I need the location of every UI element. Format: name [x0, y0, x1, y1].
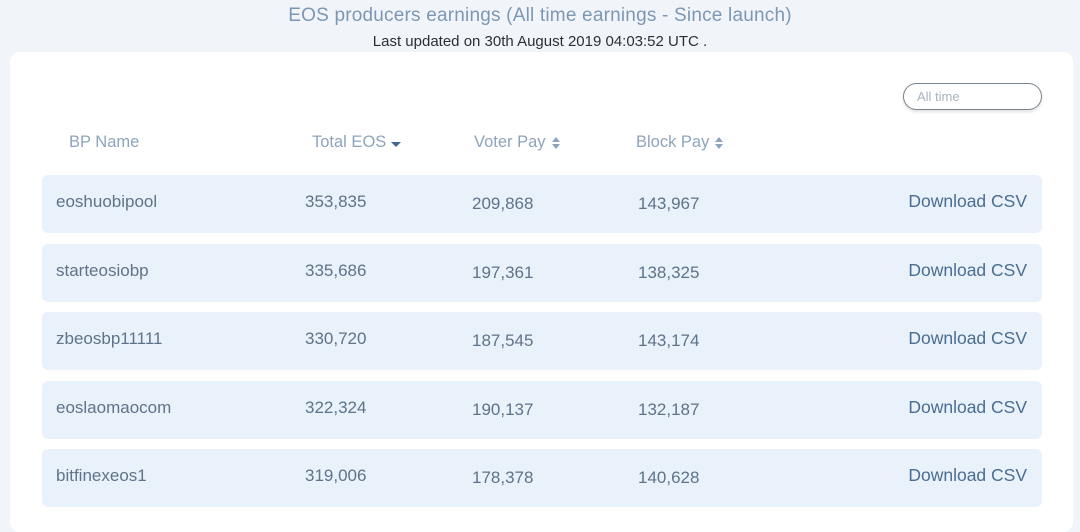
column-header-voter-pay[interactable]: Voter Pay	[474, 133, 561, 152]
total-eos-cell: 319,006	[305, 466, 367, 485]
total-eos-cell: 322,324	[305, 398, 367, 417]
column-header-label: Total EOS	[312, 133, 387, 151]
period-select[interactable]: All time	[903, 83, 1042, 110]
download-csv-link[interactable]: Download CSV	[908, 465, 1027, 485]
voter-pay-cell: 190,137	[472, 400, 534, 419]
total-eos-cell: 335,686	[305, 261, 367, 280]
table-row: eoshuobipool 353,835 209,868 143,967 Dow…	[42, 175, 1042, 233]
block-pay-cell: 138,325	[638, 263, 700, 282]
table-row: bitfinexeos1 319,006 178,378 140,628 Dow…	[42, 449, 1042, 507]
block-pay-cell: 140,628	[638, 468, 700, 487]
block-pay-cell: 143,174	[638, 331, 700, 350]
voter-pay-cell: 178,378	[472, 468, 534, 487]
bp-name-cell: starteosiobp	[56, 261, 149, 280]
page-title: EOS producers earnings (All time earning…	[288, 5, 792, 26]
download-csv-link[interactable]: Download CSV	[908, 328, 1027, 348]
column-header-label: BP Name	[69, 133, 140, 151]
voter-pay-cell: 209,868	[472, 194, 534, 213]
column-header-label: Voter Pay	[474, 133, 546, 151]
total-eos-cell: 330,720	[305, 329, 367, 348]
download-csv-link[interactable]: Download CSV	[908, 260, 1027, 280]
sort-icon	[714, 136, 724, 150]
sort-icon	[551, 136, 561, 150]
download-csv-link[interactable]: Download CSV	[908, 397, 1027, 417]
last-updated-text: Last updated on 30th August 2019 04:03:5…	[372, 33, 708, 50]
sort-desc-icon	[391, 136, 402, 150]
voter-pay-cell: 187,545	[472, 331, 534, 350]
column-header-total-eos[interactable]: Total EOS	[312, 133, 402, 152]
bp-name-cell: eoshuobipool	[56, 192, 158, 211]
voter-pay-cell: 197,361	[472, 263, 534, 282]
download-csv-link[interactable]: Download CSV	[908, 191, 1027, 211]
bp-name-cell: zbeosbp11111	[56, 329, 163, 348]
column-header-bp-name[interactable]: BP Name	[69, 133, 139, 152]
block-pay-cell: 132,187	[638, 400, 700, 419]
table-row: eoslaomaocom 322,324 190,137 132,187 Dow…	[42, 381, 1042, 439]
bp-name-cell: bitfinexeos1	[56, 466, 147, 485]
bp-name-cell: eoslaomaocom	[56, 398, 172, 417]
block-pay-cell: 143,967	[638, 194, 700, 213]
column-header-label: Block Pay	[636, 133, 710, 151]
table-row: starteosiobp 335,686 197,361 138,325 Dow…	[42, 244, 1042, 302]
total-eos-cell: 353,835	[305, 192, 367, 211]
table-row: zbeosbp11111 330,720 187,545 143,174 Dow…	[42, 312, 1042, 370]
column-header-block-pay[interactable]: Block Pay	[636, 133, 724, 152]
